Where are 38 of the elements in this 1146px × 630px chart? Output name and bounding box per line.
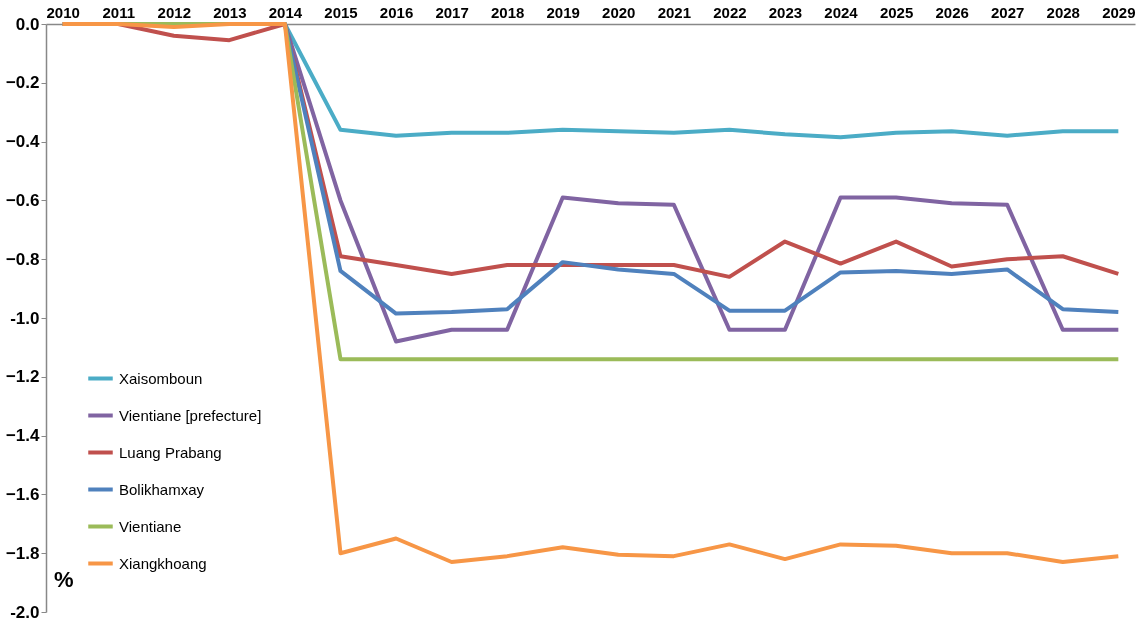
annotation: % — [54, 567, 74, 592]
legend-label: Xiangkhoang — [119, 554, 207, 572]
y-tick-label: −0.6 — [5, 190, 40, 210]
x-tick-label: 2026 — [935, 3, 969, 21]
y-tick-label: 0.0 — [15, 14, 40, 34]
x-tick-label: 2015 — [324, 3, 358, 21]
y-tick-label: −1.8 — [5, 543, 40, 563]
x-tick-label: 2020 — [602, 3, 636, 21]
x-tick-label: 2028 — [1046, 3, 1080, 21]
y-tick-label: -1.0 — [10, 308, 40, 328]
y-tick-label: −0.8 — [5, 249, 40, 269]
legend-label: Vientiane [prefecture] — [119, 406, 262, 424]
x-tick-label: 2021 — [657, 3, 692, 21]
y-tick-label: -2.0 — [10, 602, 40, 622]
x-tick-label: 2018 — [490, 3, 525, 21]
legend-label: Bolikhamxay — [119, 480, 205, 498]
x-tick-label: 2014 — [268, 3, 303, 21]
x-tick-label: 2023 — [768, 3, 803, 21]
y-tick-label: −1.6 — [5, 484, 40, 504]
y-tick-label: −0.2 — [5, 73, 40, 93]
x-tick-label: 2017 — [435, 3, 469, 21]
x-tick-label: 2025 — [879, 3, 914, 21]
y-tick-label: −1.2 — [5, 367, 40, 387]
legend-label: Luang Prabang — [119, 443, 222, 461]
x-tick-label: 2029 — [1102, 3, 1136, 21]
x-tick-label: 2024 — [824, 3, 859, 21]
x-tick-label: 2011 — [102, 3, 135, 21]
legend-label: Xaisomboun — [119, 369, 203, 387]
x-tick-label: 2013 — [213, 3, 247, 21]
legend-label: Vientiane — [119, 517, 182, 535]
y-tick-label: −0.4 — [5, 132, 41, 152]
x-tick-label: 2027 — [991, 3, 1025, 21]
x-tick-label: 2010 — [46, 3, 80, 21]
y-tick-label: −1.4 — [5, 426, 41, 446]
x-tick-label: 2019 — [546, 3, 580, 21]
x-tick-label: 2012 — [157, 3, 191, 21]
x-tick-label: 2022 — [713, 3, 747, 21]
x-tick-label: 2016 — [379, 3, 414, 21]
